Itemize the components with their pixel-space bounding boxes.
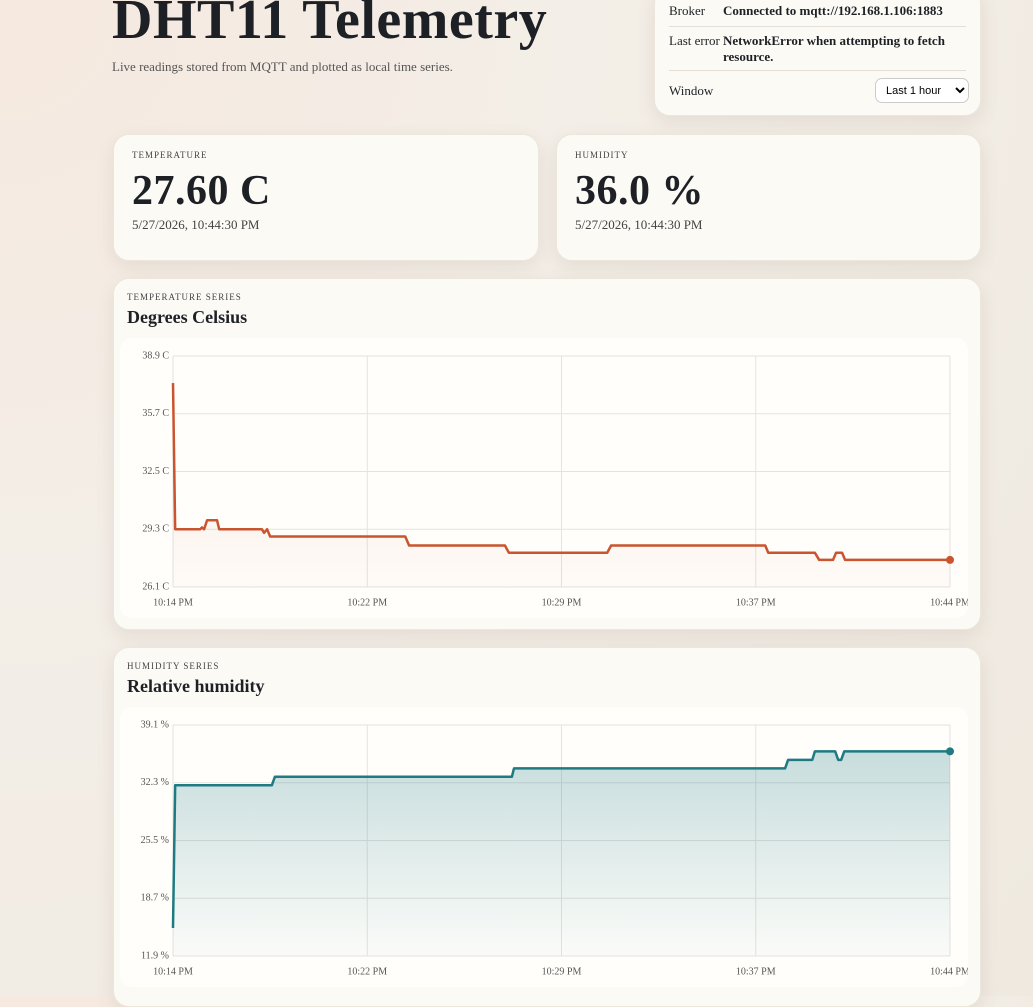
y-tick-label: 39.1 % bbox=[141, 719, 169, 730]
status-card: Broker Connected to mqtt://192.168.1.106… bbox=[654, 0, 981, 116]
status-label: Last error bbox=[669, 33, 720, 48]
y-tick-label: 26.1 C bbox=[142, 581, 169, 592]
y-tick-label: 25.5 % bbox=[141, 835, 169, 846]
chart: 39.1 % 32.3 % 25.5 % 18.7 % 11.9 % 10:14 PM 10… bbox=[120, 707, 968, 987]
x-tick-label: 10:44 PM bbox=[930, 966, 968, 977]
divider bbox=[669, 70, 966, 71]
page-title: DHT11 Telemetry bbox=[112, 0, 548, 51]
x-tick-label: 10:37 PM bbox=[736, 966, 776, 977]
window-select[interactable]: Last 1 hour bbox=[875, 78, 969, 103]
x-tick-label: 10:14 PM bbox=[153, 597, 193, 608]
chart: 38.9 C 35.7 C 32.5 C 29.3 C 26.1 C 10:14 PM 10… bbox=[120, 338, 968, 618]
status-row: Last error NetworkError when attempting … bbox=[669, 33, 966, 65]
x-tick-label: 10:37 PM bbox=[736, 597, 776, 608]
card-time: 5/27/2026, 10:44:30 PM bbox=[132, 217, 260, 232]
series-line bbox=[171, 383, 950, 562]
area-fill bbox=[173, 383, 950, 587]
status-label: Window bbox=[669, 83, 714, 98]
status-label: Broker bbox=[669, 3, 706, 18]
chart-panel: HUMIDITY SERIES Relative humidity 39.1 %… bbox=[113, 647, 981, 1007]
status-row: Broker Connected to mqtt://192.168.1.106… bbox=[669, 3, 966, 19]
y-tick-label: 32.5 C bbox=[142, 466, 169, 477]
divider bbox=[669, 26, 966, 27]
card-label: HUMIDITY bbox=[575, 150, 629, 160]
x-tick-label: 10:22 PM bbox=[347, 597, 387, 608]
page-subtitle: Live readings stored from MQTT and plott… bbox=[112, 59, 453, 74]
chart-panel: TEMPERATURE SERIES Degrees Celsius 38.9 … bbox=[113, 278, 981, 630]
card-label: TEMPERATURE bbox=[132, 150, 208, 160]
last-point bbox=[946, 555, 954, 564]
status-value: NetworkError when attempting to fetch re… bbox=[723, 33, 945, 64]
y-tick-label: 11.9 % bbox=[141, 950, 169, 961]
x-tick-label: 10:14 PM bbox=[153, 966, 193, 977]
temperature-card: TEMPERATURE 27.60 C 5/27/2026, 10:44:30 … bbox=[113, 134, 539, 261]
status-value: Connected to mqtt://192.168.1.106:1883 bbox=[723, 3, 943, 18]
series-line bbox=[171, 750, 950, 928]
last-point bbox=[946, 747, 954, 756]
x-tick-label: 10:29 PM bbox=[542, 597, 582, 608]
chart-kicker: HUMIDITY SERIES bbox=[127, 661, 220, 671]
y-tick-label: 32.3 % bbox=[141, 777, 169, 788]
x-tick-label: 10:29 PM bbox=[542, 966, 582, 977]
chart-title: Relative humidity bbox=[127, 676, 265, 696]
humidity-card: HUMIDITY 36.0 % 5/27/2026, 10:44:30 PM bbox=[556, 134, 981, 261]
area-fill bbox=[173, 751, 950, 956]
card-time: 5/27/2026, 10:44:30 PM bbox=[575, 217, 703, 232]
y-tick-label: 38.9 C bbox=[142, 350, 169, 361]
y-tick-label: 29.3 C bbox=[142, 524, 169, 535]
card-value: 36.0 % bbox=[575, 168, 704, 214]
status-row: Window bbox=[669, 83, 966, 99]
chart-kicker: TEMPERATURE SERIES bbox=[127, 292, 242, 302]
card-value: 27.60 C bbox=[132, 168, 271, 214]
x-tick-label: 10:22 PM bbox=[347, 966, 387, 977]
y-tick-label: 18.7 % bbox=[141, 893, 169, 904]
x-tick-label: 10:44 PM bbox=[930, 597, 968, 608]
chart-title: Degrees Celsius bbox=[127, 307, 248, 327]
y-tick-label: 35.7 C bbox=[142, 408, 169, 419]
